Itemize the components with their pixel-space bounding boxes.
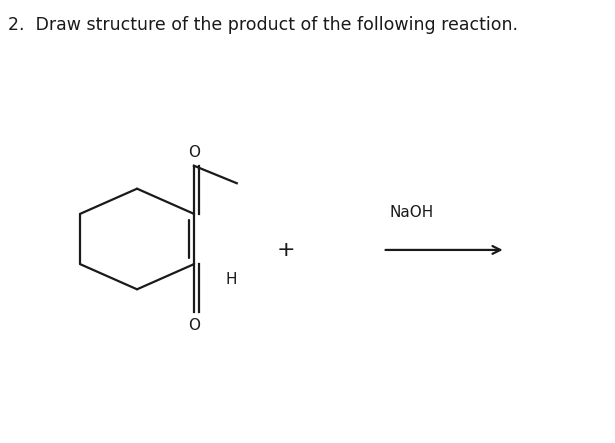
Text: O: O xyxy=(188,145,200,160)
Text: 2.  Draw structure of the product of the following reaction.: 2. Draw structure of the product of the … xyxy=(9,16,518,34)
Text: +: + xyxy=(276,240,295,260)
Text: NaOH: NaOH xyxy=(389,205,434,220)
Text: H: H xyxy=(225,272,237,287)
Text: O: O xyxy=(188,318,200,333)
